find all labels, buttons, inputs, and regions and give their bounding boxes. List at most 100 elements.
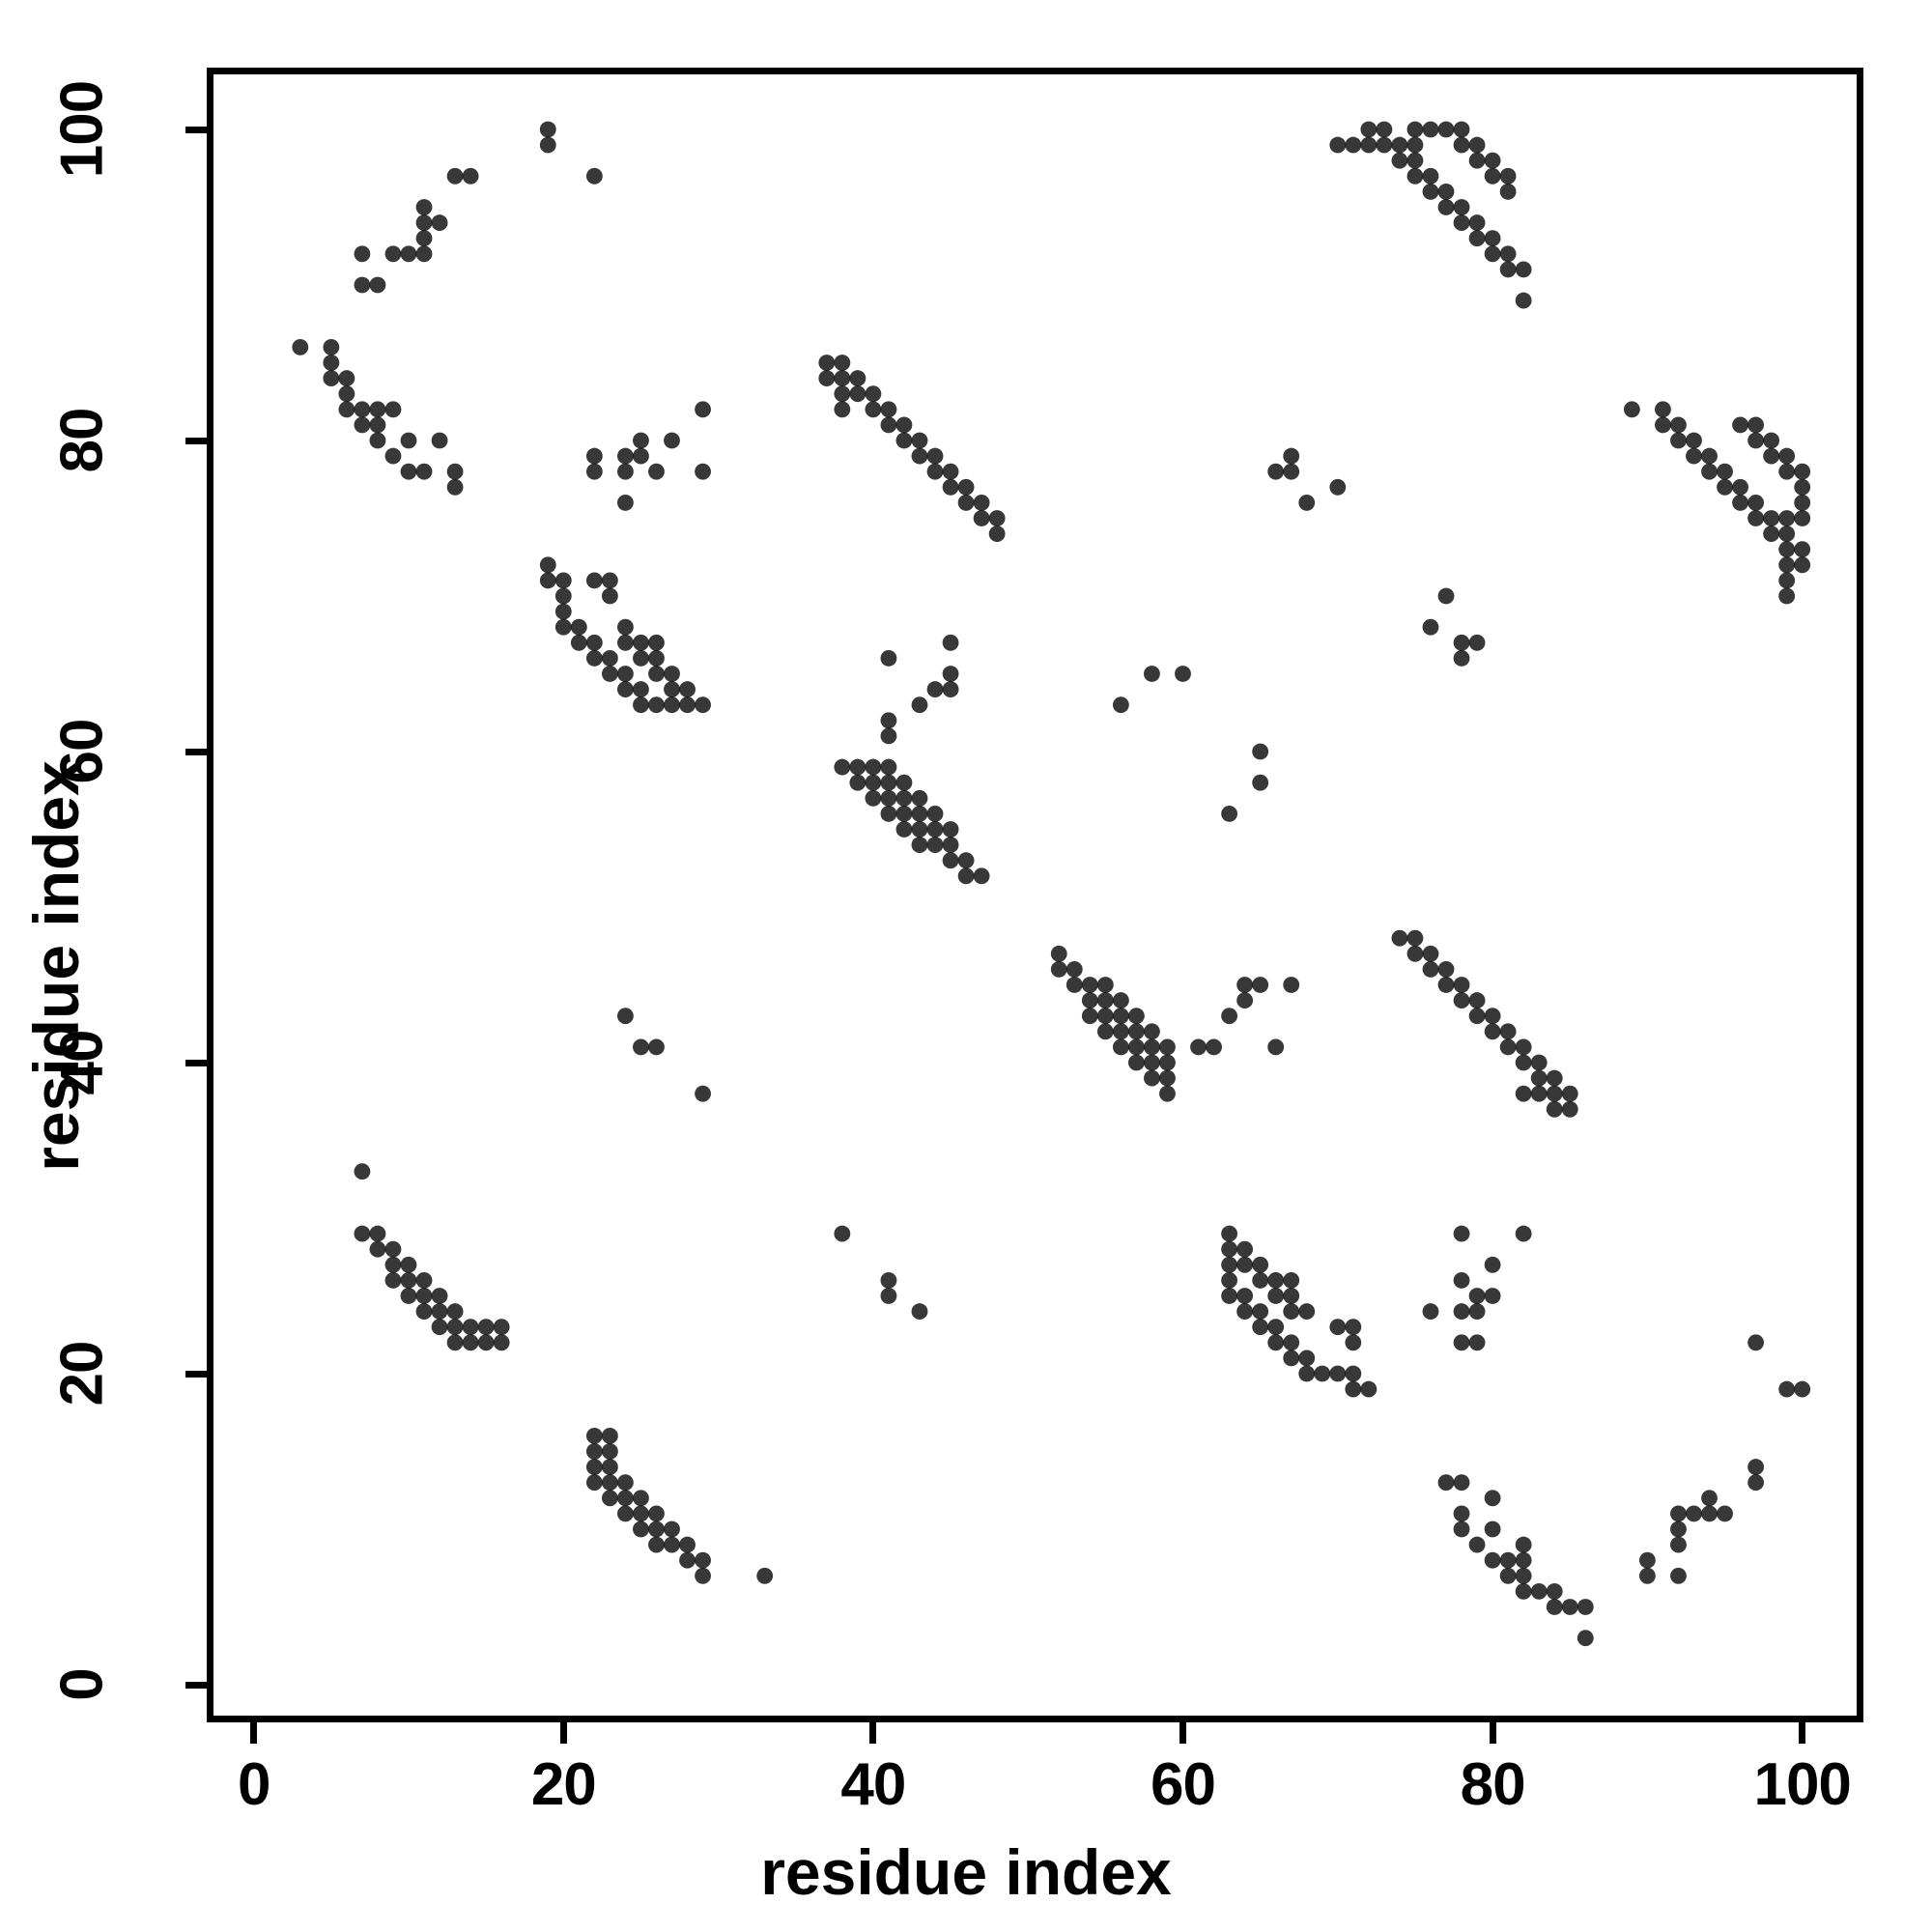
contact-point — [1453, 199, 1470, 215]
contact-point — [554, 587, 572, 605]
contact-point — [1406, 136, 1424, 154]
contact-point — [1437, 121, 1455, 138]
contact-point — [431, 1319, 448, 1336]
contact-point — [865, 401, 882, 418]
contact-point — [1236, 1240, 1254, 1258]
contact-point — [1267, 1319, 1285, 1336]
contact-point — [1638, 1551, 1656, 1569]
contact-point — [585, 634, 603, 651]
contact-point — [1468, 992, 1486, 1009]
contact-point — [1468, 634, 1486, 651]
contact-point — [1298, 1365, 1316, 1382]
contact-point — [1144, 1038, 1160, 1056]
plot-area — [213, 74, 1857, 1716]
contact-point — [1437, 1474, 1455, 1492]
contact-point — [648, 1536, 665, 1553]
contact-point — [585, 447, 603, 465]
contact-point — [880, 649, 897, 667]
contact-point — [384, 1256, 402, 1273]
contact-point — [911, 1303, 928, 1321]
contact-point — [354, 245, 371, 263]
contact-point — [292, 338, 309, 355]
x-tick-40 — [869, 1722, 877, 1744]
contact-point — [1127, 1038, 1145, 1056]
contact-point — [664, 681, 680, 698]
contact-point — [834, 385, 851, 403]
contact-point — [585, 1459, 603, 1476]
contact-point — [1283, 977, 1300, 993]
contact-point — [865, 758, 882, 776]
contact-point — [926, 805, 944, 822]
contact-point — [1453, 977, 1470, 993]
contact-point — [849, 758, 867, 776]
contact-point — [895, 432, 913, 449]
contact-point — [648, 666, 665, 682]
contact-point — [1112, 1023, 1129, 1040]
contact-point — [1778, 447, 1796, 465]
contact-point — [617, 1490, 634, 1507]
contact-point — [1515, 1551, 1532, 1569]
contact-point — [834, 370, 851, 387]
contact-point — [648, 649, 665, 667]
contact-point — [1144, 1023, 1160, 1040]
contact-point — [1778, 572, 1796, 589]
contact-point — [1778, 526, 1796, 543]
contact-point — [1252, 977, 1269, 993]
contact-point — [446, 463, 464, 480]
contact-point — [400, 463, 417, 480]
contact-point — [911, 837, 928, 854]
contact-point — [477, 1319, 495, 1336]
y-tick-60 — [185, 748, 207, 755]
contact-point — [818, 355, 836, 371]
contact-point — [664, 1536, 680, 1553]
contact-point — [942, 852, 959, 869]
contact-point — [1283, 1350, 1300, 1367]
y-tick-40 — [185, 1059, 207, 1066]
contact-point — [942, 837, 959, 854]
contact-point — [1453, 992, 1470, 1009]
contact-point — [1360, 1380, 1378, 1398]
contact-point — [1345, 1365, 1362, 1382]
contact-point — [1499, 1023, 1517, 1040]
contact-point — [1778, 463, 1796, 480]
contact-point — [1345, 1319, 1362, 1336]
contact-point — [880, 805, 897, 822]
contact-point — [1561, 1599, 1578, 1615]
contact-point — [415, 245, 433, 263]
contact-point — [1096, 992, 1114, 1009]
contact-point — [648, 463, 665, 480]
contact-point — [617, 634, 634, 651]
contact-point — [1468, 1303, 1486, 1321]
contact-point — [1267, 1334, 1285, 1351]
contact-point — [539, 556, 556, 574]
contact-point — [1468, 136, 1486, 154]
contact-point — [911, 789, 928, 807]
y-tick-100 — [185, 126, 207, 133]
contact-point — [1468, 230, 1486, 247]
y-tick-80 — [185, 437, 207, 444]
contact-point — [834, 1225, 851, 1242]
contact-point — [648, 1038, 665, 1056]
contact-point — [1267, 463, 1285, 480]
contact-point — [1747, 1474, 1765, 1492]
contact-point — [1081, 977, 1098, 993]
contact-point — [1747, 510, 1765, 526]
contact-point — [1701, 447, 1718, 465]
contact-point — [895, 805, 913, 822]
contact-point — [1096, 1023, 1114, 1040]
contact-point — [988, 526, 1006, 543]
contact-point — [446, 1334, 464, 1351]
contact-point — [1453, 1225, 1470, 1242]
contact-point — [323, 338, 340, 355]
contact-point — [1221, 805, 1238, 822]
contact-point — [957, 478, 975, 496]
contact-point — [1144, 1069, 1160, 1087]
contact-point — [601, 1490, 618, 1507]
contact-point — [1747, 416, 1765, 434]
contact-point — [695, 1551, 711, 1569]
contact-point — [633, 1520, 649, 1538]
contact-point — [880, 774, 897, 791]
contact-point — [633, 432, 649, 449]
contact-point — [1096, 1008, 1114, 1025]
contact-point — [1686, 447, 1702, 465]
